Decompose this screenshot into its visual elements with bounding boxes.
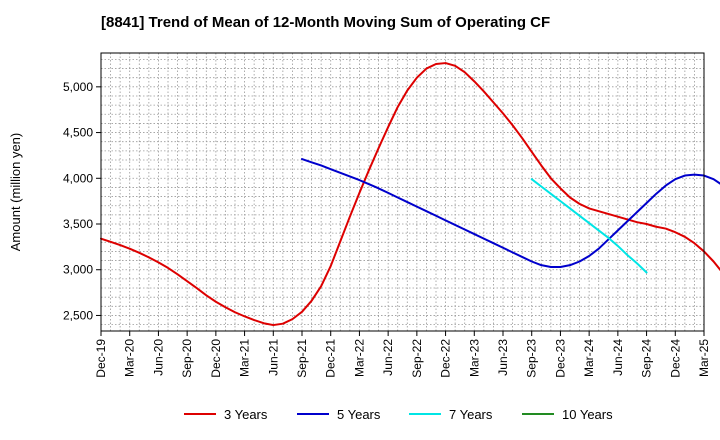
- x-tick-label: Dec-19: [94, 339, 108, 378]
- x-tick-label: Dec-24: [668, 339, 682, 378]
- legend-label: 5 Years: [337, 407, 381, 422]
- x-tick-label: Jun-23: [496, 339, 510, 376]
- x-tick-label: Mar-20: [123, 339, 137, 377]
- x-tick-label: Jun-20: [151, 339, 165, 376]
- y-tick-label: 2,500: [63, 308, 93, 322]
- x-tick-label: Mar-23: [467, 339, 481, 377]
- chart-title: [8841] Trend of Mean of 12-Month Moving …: [101, 14, 551, 31]
- x-tick-label: Sep-20: [180, 339, 194, 378]
- y-tick-label: 3,500: [63, 217, 93, 231]
- x-tick-label: Dec-21: [324, 339, 338, 378]
- series-lines: [100, 62, 720, 327]
- y-tick-label: 5,000: [63, 80, 93, 94]
- x-tick-label: Mar-24: [582, 339, 596, 377]
- legend-label: 7 Years: [449, 407, 493, 422]
- x-tick-label: Sep-23: [525, 339, 539, 378]
- y-tick-label: 4,500: [63, 126, 93, 140]
- x-tick-label: Jun-24: [611, 339, 625, 376]
- legend-label: 3 Years: [224, 407, 268, 422]
- x-tick-label: Jun-22: [381, 339, 395, 376]
- x-tick-label: Mar-21: [238, 339, 252, 377]
- plot-background: [101, 53, 704, 331]
- x-tick-label: Mar-25: [697, 339, 711, 377]
- y-axis-ticks: 2,500 3,000 3,500 4,000 4,500 5,000: [63, 80, 101, 322]
- series-line-5-years: [301, 158, 720, 268]
- x-tick-label: Dec-20: [209, 339, 223, 378]
- y-tick-label: 4,000: [63, 171, 93, 185]
- x-tick-label: Dec-22: [439, 339, 453, 378]
- x-tick-label: Sep-21: [295, 339, 309, 378]
- x-tick-label: Dec-23: [553, 339, 567, 378]
- horizontal-gridlines: [101, 59, 704, 325]
- x-tick-label: Sep-24: [640, 339, 654, 378]
- series-line-3-years: [100, 62, 720, 327]
- y-tick-label: 3,000: [63, 263, 93, 277]
- x-tick-label: Mar-22: [352, 339, 366, 377]
- vertical-gridlines: [110, 53, 695, 331]
- plot-frame: [100, 52, 705, 332]
- y-axis-title: Amount (million yen): [8, 133, 23, 252]
- legend-label: 10 Years: [562, 407, 613, 422]
- x-tick-label: Sep-22: [410, 339, 424, 378]
- legend: 3 Years 5 Years 7 Years 10 Years: [184, 407, 613, 422]
- x-axis-ticks: Dec-19 Mar-20 Jun-20 Sep-20 Dec-20 Mar-21 Jun-…: [94, 331, 711, 378]
- series-line-7-years: [530, 178, 648, 274]
- x-tick-label: Jun-21: [266, 339, 280, 376]
